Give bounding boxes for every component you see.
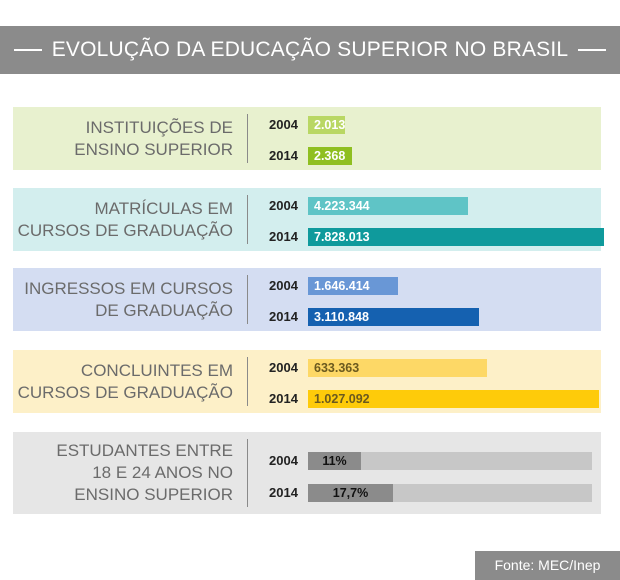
panel-divider	[247, 439, 248, 507]
chart-title: EVOLUÇÃO DA EDUCAÇÃO SUPERIOR NO BRASIL	[51, 38, 569, 61]
year-label: 2014	[269, 309, 298, 324]
category-label-line: CURSOS DE GRADUAÇÃO	[17, 220, 233, 240]
category-label-line: MATRÍCULAS EM	[94, 198, 233, 218]
bar-value-label: 11%	[322, 454, 347, 468]
bar	[308, 452, 361, 470]
category-label-line: CURSOS DE GRADUAÇÃO	[17, 382, 233, 402]
bar-value-label: 17,7%	[332, 486, 369, 500]
category-label-line: INSTITUIÇÕES DE	[85, 117, 233, 137]
bar-value-label: 7.828.013	[314, 230, 370, 244]
panel-divider	[247, 195, 248, 244]
category-label-line: ENSINO SUPERIOR	[74, 485, 233, 504]
year-label: 2004	[269, 278, 298, 293]
category-label-line: ESTUDANTES ENTRE	[56, 441, 233, 460]
bar	[308, 116, 345, 134]
category-label-line: ENSINO SUPERIOR	[74, 139, 233, 159]
bar	[308, 277, 398, 295]
category-label: INSTITUIÇÕES DE ENSINO SUPERIOR	[13, 117, 233, 161]
panel-divider	[247, 357, 248, 406]
bar-value-label: 2.013	[314, 118, 346, 132]
bar-value-label: 1.646.414	[314, 279, 370, 293]
bar-value-label: 3.110.848	[314, 310, 369, 324]
title-line-left	[14, 49, 42, 51]
category-label-line: CONCLUINTES EM	[80, 360, 233, 380]
bar-value-label: 1.027.092	[314, 392, 370, 406]
bar-value-label: 2.368	[314, 149, 346, 163]
year-label: 2014	[269, 391, 298, 406]
panel-1: MATRÍCULAS EM CURSOS DE GRADUAÇÃO 2004 4.22…	[13, 188, 604, 251]
panel-2: INGRESSOS EM CURSOS DE GRADUAÇÃO 2004 1.646…	[13, 268, 601, 331]
bar	[308, 147, 352, 165]
title-bar: EVOLUÇÃO DA EDUCAÇÃO SUPERIOR NO BRASIL	[0, 26, 620, 74]
bar	[308, 484, 393, 502]
category-label: CONCLUINTES EM CURSOS DE GRADUAÇÃO	[13, 360, 233, 404]
bar	[308, 197, 468, 215]
bar-track	[308, 452, 592, 470]
bar-value-label: 633.363	[314, 361, 360, 375]
bar-value-label: 4.223.344	[314, 199, 370, 213]
category-label: INGRESSOS EM CURSOS DE GRADUAÇÃO	[13, 278, 233, 322]
year-label: 2014	[269, 148, 298, 163]
bar	[308, 308, 479, 326]
category-label: ESTUDANTES ENTRE 18 E 24 ANOS NO ENSINO SU…	[13, 440, 233, 506]
panel-divider	[247, 114, 248, 163]
category-label: MATRÍCULAS EM CURSOS DE GRADUAÇÃO	[13, 198, 233, 242]
bar	[308, 390, 599, 408]
year-label: 2004	[269, 453, 298, 468]
panel-divider	[247, 275, 248, 324]
year-label: 2004	[269, 198, 298, 213]
year-label: 2004	[269, 117, 298, 132]
category-label-line: 18 E 24 ANOS NO	[92, 463, 233, 482]
title-line-right	[578, 49, 606, 51]
year-label: 2004	[269, 360, 298, 375]
panel-3: CONCLUINTES EM CURSOS DE GRADUAÇÃO 2004 633…	[13, 350, 601, 413]
bar	[308, 359, 487, 377]
panel-0: INSTITUIÇÕES DE ENSINO SUPERIOR 2004 2.013 2…	[13, 107, 601, 170]
category-label-line: DE GRADUAÇÃO	[95, 300, 233, 320]
bar	[308, 228, 604, 246]
panel-4: ESTUDANTES ENTRE 18 E 24 ANOS NO ENSINO SU…	[13, 432, 601, 514]
year-label: 2014	[269, 229, 298, 244]
year-label: 2014	[269, 485, 298, 500]
source-badge: Fonte: MEC/Inep	[475, 551, 620, 580]
category-label-line: INGRESSOS EM CURSOS	[24, 278, 233, 298]
